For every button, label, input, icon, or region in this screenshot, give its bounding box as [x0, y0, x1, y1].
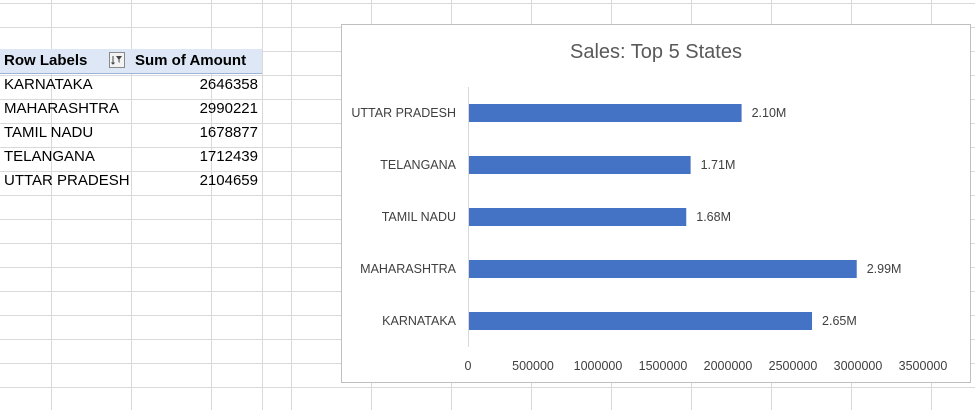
x-tick-label: 2500000 — [769, 359, 818, 373]
chart-title[interactable]: Sales: Top 5 States — [570, 41, 742, 63]
x-tick-label: 1500000 — [639, 359, 688, 373]
x-tick-label: 1000000 — [574, 359, 623, 373]
bar[interactable] — [469, 208, 687, 226]
pivot-row-amount[interactable]: 2104659 — [199, 172, 258, 189]
x-tick-label: 3000000 — [834, 359, 883, 373]
bar-chart[interactable]: Sales: Top 5 States KARNATAKA 2.65M MAHARA… — [341, 24, 971, 383]
filter-icon — [111, 56, 122, 65]
pivot-row-label[interactable]: MAHARASHTRA — [4, 100, 120, 117]
data-label: 2.10M — [752, 106, 787, 120]
x-tick-label: 2000000 — [704, 359, 753, 373]
pivot-row-amount[interactable]: 1712439 — [199, 148, 258, 165]
x-tick-label: 3500000 — [899, 359, 948, 373]
pivot-row-amount[interactable]: 2990221 — [199, 100, 258, 117]
filter-dropdown-button[interactable] — [109, 52, 125, 68]
pivot-row-label[interactable]: TELANGANA — [4, 148, 95, 165]
pivot-row-label[interactable]: UTTAR PRADESH — [4, 172, 130, 189]
pivot-row-amount[interactable]: 2646358 — [199, 76, 258, 93]
x-tick-label: 0 — [465, 359, 472, 373]
category-label: TAMIL NADU — [382, 210, 456, 224]
data-label: 2.65M — [822, 314, 857, 328]
bar[interactable] — [469, 104, 742, 122]
pivot-header-row — [0, 49, 262, 74]
pivot-row-label[interactable]: TAMIL NADU — [4, 124, 94, 141]
pivot-sum-header[interactable]: Sum of Amount — [135, 52, 247, 69]
bar[interactable] — [469, 312, 813, 330]
bar[interactable] — [469, 156, 691, 174]
data-label: 2.99M — [867, 262, 902, 276]
x-tick-label: 500000 — [512, 359, 554, 373]
category-label: UTTAR PRADESH — [351, 106, 456, 120]
pivot-row-label[interactable]: KARNATAKA — [4, 76, 93, 93]
pivot-row-labels-header[interactable]: Row Labels — [4, 52, 88, 69]
bar[interactable] — [469, 260, 857, 278]
category-label: MAHARASHTRA — [360, 262, 457, 276]
pivot-row-amount[interactable]: 1678877 — [199, 124, 258, 141]
data-label: 1.68M — [696, 210, 731, 224]
category-label: TELANGANA — [380, 158, 456, 172]
data-label: 1.71M — [701, 158, 736, 172]
chart-plot: KARNATAKA 2.65M MAHARASHTRA 2.99M TAMIL NADU… — [351, 87, 948, 373]
category-label: KARNATAKA — [382, 314, 457, 328]
